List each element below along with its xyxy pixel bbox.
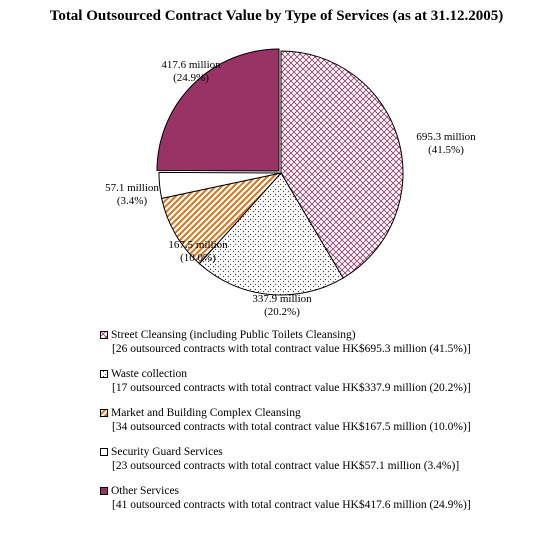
chart-title: Total Outsourced Contract Value by Type … bbox=[49, 8, 504, 24]
slice-value-label: 417.6 million bbox=[161, 59, 221, 71]
legend-label: Street Cleansing (including Public Toile… bbox=[111, 329, 356, 341]
legend-swatch bbox=[100, 331, 108, 339]
pie-slice-4 bbox=[158, 171, 282, 199]
pie-slice-3 bbox=[161, 172, 283, 265]
legend-item: Street Cleansing (including Public Toile… bbox=[100, 328, 540, 356]
legend-label: Waste collection bbox=[111, 368, 188, 380]
legend-detail: [41 outsourced contracts with total cont… bbox=[112, 499, 471, 511]
legend-label: Market and Building Complex Cleansing bbox=[111, 407, 301, 419]
legend-item: Waste collection [17 outsourced contracts… bbox=[100, 367, 540, 395]
slice-value-label: 337.9 million bbox=[252, 293, 312, 305]
pie-slice-1 bbox=[280, 50, 404, 279]
legend-label: Other Services bbox=[111, 485, 180, 497]
slice-value-label: 57.1 million bbox=[105, 182, 159, 194]
legend: Street Cleansing (including Public Toile… bbox=[100, 328, 540, 523]
legend-detail: [26 outsourced contracts with total cont… bbox=[112, 343, 471, 355]
legend-item: Security Guard Services [23 outsourced co… bbox=[100, 445, 540, 473]
legend-swatch bbox=[100, 409, 108, 417]
pie-chart: 695.3 million(41.5%) 337.9 million(20.2%)… bbox=[105, 48, 476, 318]
legend-label: Security Guard Services bbox=[111, 446, 223, 458]
legend-item: Market and Building Complex Cleansing [34… bbox=[100, 406, 540, 434]
slice-value-label: 167.5 million bbox=[168, 239, 228, 251]
legend-detail: [34 outsourced contracts with total cont… bbox=[112, 421, 471, 433]
slice-percent-label: (20.2%) bbox=[264, 306, 300, 318]
legend-swatch bbox=[100, 370, 108, 378]
legend-swatch bbox=[100, 487, 108, 495]
slice-value-label: 695.3 million bbox=[416, 131, 476, 143]
legend-detail: [17 outsourced contracts with total cont… bbox=[112, 382, 471, 394]
pie-slice-2 bbox=[198, 172, 344, 296]
legend-swatch bbox=[100, 448, 108, 456]
slice-percent-label: (41.5%) bbox=[428, 144, 464, 156]
slice-percent-label: (10.0%) bbox=[180, 252, 216, 264]
slice-percent-label: (24.9%) bbox=[173, 72, 209, 84]
legend-item: Other Services [41 outsourced contracts w… bbox=[100, 484, 540, 512]
pie-slice-5 bbox=[156, 48, 280, 172]
legend-detail: [23 outsourced contracts with total cont… bbox=[112, 460, 460, 472]
slice-percent-label: (3.4%) bbox=[117, 195, 148, 207]
